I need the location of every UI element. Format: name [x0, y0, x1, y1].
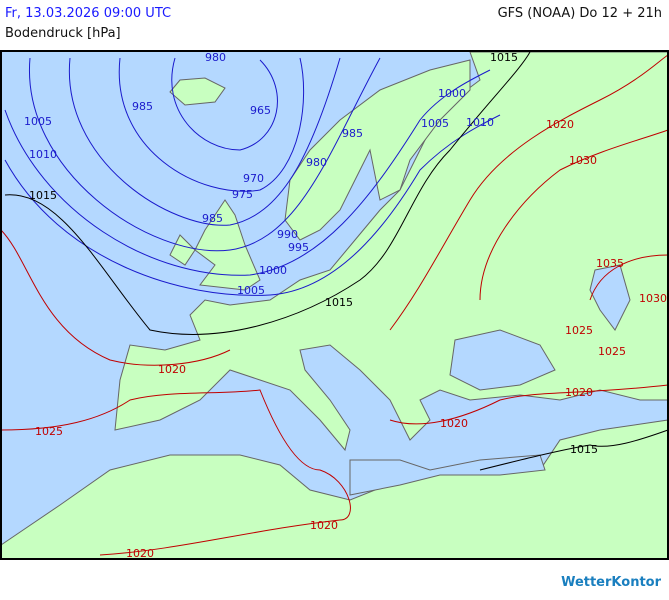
isobar-label: 1020: [126, 547, 154, 560]
isobar-label: 1030: [639, 292, 667, 305]
isobar-label: 985: [202, 212, 223, 225]
pressure-map: 980 985 965 1005 1010 970 975 980 985 98…: [0, 50, 669, 560]
isobar-label: 1015: [29, 189, 57, 202]
isobar-label: 1020: [158, 363, 186, 376]
isobar-label: 995: [288, 241, 309, 254]
model-run: GFS (NOAA) Do 12 + 21h: [497, 6, 662, 21]
isobar-label: 975: [232, 188, 253, 201]
inland-seas: [349, 264, 631, 496]
map-frame: [0, 50, 669, 560]
isobar-label: 1005: [24, 115, 52, 128]
isobar-label: 1010: [466, 116, 494, 129]
parameter-title: Bodendruck [hPa]: [5, 26, 121, 41]
isobar-label: 1000: [259, 264, 287, 277]
isobar-label: 1005: [237, 284, 265, 297]
isobar-labels: 980 985 965 1005 1010 970 975 980 985 98…: [24, 51, 667, 560]
isobar-label: 980: [306, 156, 327, 169]
isobar-label: 1025: [598, 345, 626, 358]
forecast-datetime: Fr, 13.03.2026 09:00 UTC: [5, 6, 172, 21]
mediterranean-east: [349, 454, 546, 496]
isobar-label: 1010: [29, 148, 57, 161]
isobars: [0, 51, 669, 556]
isobar-label: 1020: [440, 417, 468, 430]
isobar-label: 1000: [438, 87, 466, 100]
isobar-label: 1020: [310, 519, 338, 532]
isobar-label: 1035: [596, 257, 624, 270]
isobar-label: 1015: [490, 51, 518, 64]
isobar-label: 990: [277, 228, 298, 241]
isobar-label: 1025: [35, 425, 63, 438]
black-sea: [449, 329, 556, 391]
isobar-label: 1015: [325, 296, 353, 309]
isobar-label: 1015: [570, 443, 598, 456]
isobar-label: 985: [342, 127, 363, 140]
isobar-label: 1020: [565, 386, 593, 399]
isobar-label: 985: [132, 100, 153, 113]
isobar-label: 980: [205, 51, 226, 64]
isobar-label: 1005: [421, 117, 449, 130]
isobar-label: 1025: [565, 324, 593, 337]
wetterkontor-logo[interactable]: WetterKontor: [561, 575, 661, 590]
isobar-label: 1030: [569, 154, 597, 167]
isobar-label: 1020: [546, 118, 574, 131]
isobar-label: 970: [243, 172, 264, 185]
isobar-label: 965: [250, 104, 271, 117]
